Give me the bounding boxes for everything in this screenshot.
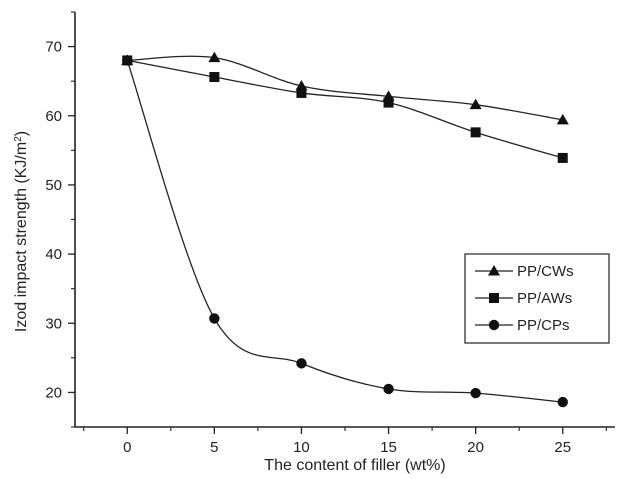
x-tick-label: 15 [380, 439, 397, 456]
axes: 0 5 10 15 20 25 20 30 40 50 60 70 [45, 12, 615, 456]
y-tick-label: 50 [45, 177, 62, 194]
data-point-pp-aws [471, 127, 481, 137]
x-tick-label: 20 [467, 439, 484, 456]
x-axis-label: The content of filler (wt%) [264, 457, 445, 474]
data-point-pp-cps [558, 397, 568, 407]
data-point-pp-cps [383, 384, 393, 394]
x-tick-label: 25 [554, 439, 571, 456]
series-layer [121, 52, 568, 408]
series-line-pp-cps [127, 60, 562, 402]
legend-label-pp-cps: PP/CPs [517, 317, 570, 334]
y-tick-label: 20 [45, 384, 62, 401]
data-point-pp-aws [558, 153, 568, 163]
series-line-pp-cws [127, 56, 562, 120]
y-tick-label: 70 [45, 39, 62, 56]
data-point-pp-aws [384, 98, 394, 108]
y-tick-label: 60 [45, 108, 62, 125]
y-tick-label: 30 [45, 315, 62, 332]
y-axis-label-suffix: ) [13, 131, 30, 136]
y-axis-label-main: Izod impact strength (KJ/m [13, 142, 30, 332]
data-point-pp-cps [209, 313, 219, 323]
data-point-pp-cps [296, 358, 306, 368]
y-axis-label: Izod impact strength (KJ/m2) [13, 131, 31, 332]
legend-label-pp-cws: PP/CWs [517, 263, 574, 280]
data-point-pp-cps [470, 388, 480, 398]
data-point-pp-cps [122, 55, 132, 65]
legend-marker-pp-cps [489, 320, 499, 330]
y-tick-label: 40 [45, 246, 62, 263]
x-tick-label: 10 [293, 439, 310, 456]
series-line-pp-aws [127, 60, 562, 158]
data-point-pp-aws [296, 88, 306, 98]
x-tick-label: 5 [210, 439, 218, 456]
x-tick-label: 0 [123, 439, 131, 456]
legend-marker-pp-aws [489, 293, 499, 303]
legend-label-pp-aws: PP/AWs [517, 290, 572, 307]
data-point-pp-aws [209, 72, 219, 82]
legend: PP/CWs PP/AWs PP/CPs [465, 254, 609, 343]
